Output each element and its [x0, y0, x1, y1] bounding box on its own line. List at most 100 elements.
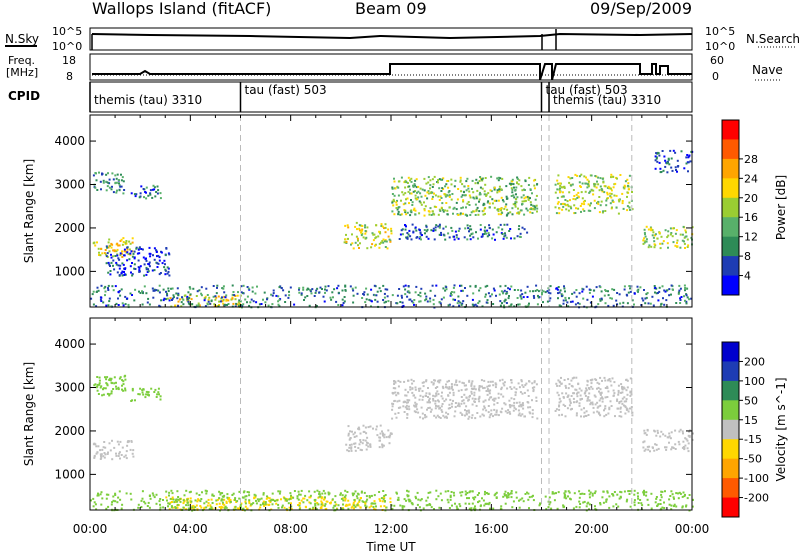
range-cell	[668, 498, 671, 501]
range-cell	[501, 378, 504, 381]
range-cell	[681, 506, 684, 509]
range-cell	[317, 496, 320, 499]
range-cell	[151, 269, 154, 272]
range-cell	[475, 178, 478, 181]
range-cell	[116, 440, 119, 443]
range-cell	[433, 379, 436, 382]
range-cell	[271, 492, 274, 495]
range-cell	[660, 430, 663, 433]
range-cell	[550, 507, 553, 510]
range-cell	[604, 289, 607, 291]
range-cell	[284, 499, 287, 502]
range-cell	[182, 303, 185, 306]
range-cell	[523, 228, 526, 231]
range-cell	[672, 149, 675, 152]
range-cell	[120, 272, 123, 275]
range-cell	[97, 393, 100, 395]
range-cell	[449, 494, 452, 497]
range-cell	[206, 294, 209, 296]
range-cell	[372, 427, 374, 430]
scatter-region	[92, 237, 134, 258]
range-cell	[686, 447, 689, 450]
range-cell	[426, 401, 429, 404]
scatter-region	[391, 175, 539, 217]
range-cell	[375, 425, 378, 428]
range-cell	[549, 292, 552, 295]
range-cell	[514, 204, 517, 206]
range-cell	[481, 187, 484, 190]
range-cell	[170, 498, 173, 501]
range-cell	[603, 415, 606, 418]
range-cell	[547, 291, 550, 294]
range-cell	[423, 214, 426, 217]
range-cell	[507, 496, 510, 499]
range-cell	[320, 496, 323, 499]
range-cell	[640, 304, 643, 306]
range-cell	[575, 412, 578, 415]
range-cell	[609, 297, 612, 300]
range-cell	[419, 291, 422, 294]
range-cell	[574, 388, 577, 391]
range-cell	[108, 394, 111, 397]
range-cell	[363, 491, 366, 494]
range-cell	[118, 274, 121, 277]
range-cell	[342, 503, 344, 506]
range-cell	[478, 388, 480, 391]
range-cell	[441, 385, 444, 388]
range-cell	[653, 243, 656, 246]
range-cell	[473, 304, 476, 307]
range-cell	[646, 429, 649, 432]
range-cell	[387, 435, 390, 438]
range-cell	[591, 378, 594, 381]
range-cell	[237, 301, 240, 304]
range-cell	[658, 231, 661, 234]
range-cell	[656, 429, 659, 432]
range-cell	[659, 499, 662, 502]
range-cell	[564, 490, 567, 493]
range-cell	[599, 299, 602, 302]
range-cell	[575, 414, 578, 417]
range-cell	[123, 273, 126, 276]
range-cell	[462, 206, 464, 209]
range-cell	[221, 506, 224, 509]
range-cell	[212, 285, 215, 287]
range-cell	[157, 254, 160, 257]
range-cell	[390, 230, 393, 232]
range-cell	[531, 416, 534, 419]
range-cell	[480, 385, 483, 388]
range-cell	[213, 303, 216, 306]
range-cell	[589, 301, 592, 304]
range-cell	[164, 263, 166, 266]
range-cell	[440, 499, 443, 502]
range-cell	[412, 380, 415, 383]
range-cell	[302, 286, 305, 289]
range-cell	[397, 385, 400, 388]
range-cell	[526, 195, 529, 198]
range-cell	[672, 288, 674, 291]
range-cell	[525, 207, 528, 210]
range-cell	[574, 303, 577, 306]
range-cell	[625, 379, 628, 381]
range-cell	[571, 407, 573, 410]
range-cell	[479, 228, 482, 231]
range-cell	[470, 507, 473, 510]
range-cell	[416, 408, 419, 411]
range-cell	[288, 290, 290, 293]
range-cell	[489, 507, 491, 510]
range-cell	[668, 288, 671, 291]
range-cell	[499, 410, 502, 413]
range-cell	[370, 494, 373, 497]
range-cell	[137, 506, 140, 509]
range-cell	[563, 203, 566, 206]
range-cell	[419, 416, 422, 419]
range-cell	[584, 392, 587, 395]
range-cell	[687, 442, 690, 445]
range-cell	[423, 201, 425, 204]
colorbar-swatch	[722, 158, 739, 179]
range-cell	[681, 495, 684, 498]
range-cell	[510, 379, 513, 381]
range-cell	[117, 264, 120, 267]
range-cell	[239, 503, 242, 506]
range-cell	[176, 506, 179, 509]
range-cell	[142, 188, 145, 190]
